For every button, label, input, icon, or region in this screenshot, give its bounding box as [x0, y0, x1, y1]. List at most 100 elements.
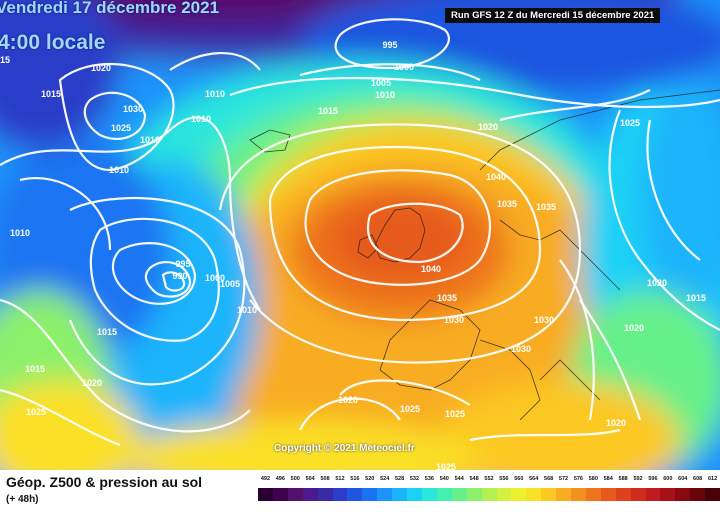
legend-tick-label: 604	[678, 476, 688, 482]
legend-tick-label: 512	[335, 476, 345, 482]
isobar-label: 1035	[437, 293, 457, 303]
forecast-offset: (+ 48h)	[6, 494, 39, 505]
isobar-label: 1020	[606, 418, 626, 428]
forecast-time: 4:00 locale	[0, 31, 106, 54]
legend-swatch	[675, 488, 691, 501]
legend-tick-label: 544	[454, 476, 464, 482]
legend-tick-label: 584	[603, 476, 613, 482]
legend-swatch	[571, 488, 586, 501]
legend-tick-label: 516	[350, 476, 360, 482]
legend-swatch	[362, 488, 378, 501]
legend-tick-label: 596	[648, 476, 658, 482]
isobar-label: 1015	[97, 327, 117, 337]
isobar-label: 1025	[445, 409, 465, 419]
isobar-label: 1020	[624, 323, 644, 333]
isobar-label: 1020	[338, 395, 358, 405]
legend-tick-label: 496	[275, 476, 285, 482]
legend-tick-label: 552	[484, 476, 494, 482]
legend-tick-label: 572	[558, 476, 569, 482]
isobar-label: 1010	[205, 89, 225, 99]
isobar-label: 1030	[511, 344, 531, 354]
legend-tick-label: 500	[290, 476, 300, 482]
legend-bar	[258, 488, 720, 501]
legend-swatch	[615, 488, 631, 501]
legend-tick-label: 532	[409, 476, 420, 482]
legend-tick-label: 540	[439, 476, 449, 482]
legend-swatch	[392, 488, 408, 501]
isobar-label: 1015	[25, 364, 45, 374]
isobar-label: 1035	[536, 202, 556, 212]
isobar-label: 995	[175, 259, 190, 269]
legend-swatch	[556, 488, 572, 501]
legend-tick-label: 508	[320, 476, 330, 482]
legend-swatch	[436, 488, 452, 501]
isobar-label: 1030	[534, 315, 554, 325]
legend-swatch	[421, 488, 437, 501]
legend-swatch	[332, 488, 348, 501]
isobar-label: 995	[382, 40, 397, 50]
legend-ticks: 492 496 500 504 508 512 516 520 524 528 532 536 540 5…	[258, 476, 720, 486]
isobar-label: 1010	[10, 228, 30, 238]
isobar-label: 1010	[109, 165, 129, 175]
legend-swatch	[690, 488, 706, 501]
isobar-label: 1030	[123, 104, 143, 114]
legend-tick-label: 592	[633, 476, 643, 482]
isobar-label: 1020	[647, 278, 667, 288]
legend-swatch	[541, 488, 557, 501]
weather-map: 995 1000 1005 1010 1020 1015 1030 1025 1010 1010 1…	[0, 0, 720, 470]
legend-tick-label: 536	[424, 476, 434, 482]
isobar-label: 1025	[111, 123, 131, 133]
run-info-badge: Run GFS 12 Z du Mercredi 15 décembre 202…	[445, 8, 661, 23]
legend-tick-label: 576	[573, 476, 583, 482]
isobar-label: 1010	[140, 135, 160, 145]
isobar-label: 1015	[686, 293, 706, 303]
legend-swatch	[660, 488, 676, 501]
coastlines	[249, 89, 720, 421]
isobar-label: 1020	[91, 63, 111, 73]
legend-swatch	[347, 488, 363, 501]
legend-swatch	[451, 488, 467, 501]
isobar-label: 1015	[41, 89, 61, 99]
legend-tick-label: 524	[380, 476, 390, 482]
legend-swatch	[258, 488, 273, 501]
isobar-label: 1000	[205, 273, 225, 283]
legend-swatch	[496, 488, 512, 501]
legend-swatch	[705, 488, 720, 501]
isobar-label: 1020	[82, 378, 102, 388]
legend-swatch	[287, 488, 303, 501]
legend-tick-label: 568	[544, 476, 554, 482]
isobar-label: 1030	[444, 315, 464, 325]
isobar-label: 15	[0, 55, 10, 65]
legend-swatch	[630, 488, 646, 501]
isobar-label: 990	[172, 271, 187, 281]
legend-tick-label: 528	[394, 476, 405, 482]
isobar-label: 1010	[237, 305, 257, 315]
map-title: Géop. Z500 & pression au sol	[6, 474, 203, 490]
legend-swatch	[600, 488, 616, 501]
legend-tick-label: 504	[305, 476, 315, 482]
legend-swatch	[317, 488, 333, 501]
isobar-label: 1020	[478, 122, 498, 132]
legend-swatch	[585, 488, 601, 501]
isobar-label: 1040	[421, 264, 441, 274]
isobar-label: 1010	[191, 114, 211, 124]
legend-tick-label: 580	[588, 476, 598, 482]
legend-swatch	[302, 488, 318, 501]
legend-swatch	[466, 488, 482, 501]
isobar-label: 1025	[400, 404, 420, 414]
copyright-notice: Copyright © 2021 Meteociel.fr	[274, 443, 415, 454]
legend-swatch	[511, 488, 527, 501]
isobar-label: 1005	[371, 78, 391, 88]
isobar-label: 1025	[26, 407, 46, 417]
isobar-label: 1000	[394, 62, 414, 72]
isobar-label: 1010	[375, 90, 395, 100]
geopotential-field: 9951000100510101020101510301025101010101…	[0, 0, 720, 470]
legend-tick-label: 560	[514, 476, 524, 482]
legend-swatch	[272, 488, 288, 501]
legend-swatch	[377, 488, 393, 501]
color-legend: 492 496 500 504 508 512 516 520 524 528 532 536 540 5…	[258, 476, 720, 501]
legend-swatch	[526, 488, 542, 501]
legend-swatch	[645, 488, 661, 501]
legend-tick-label: 556	[499, 476, 509, 482]
isobar-label: 1025	[436, 462, 456, 470]
